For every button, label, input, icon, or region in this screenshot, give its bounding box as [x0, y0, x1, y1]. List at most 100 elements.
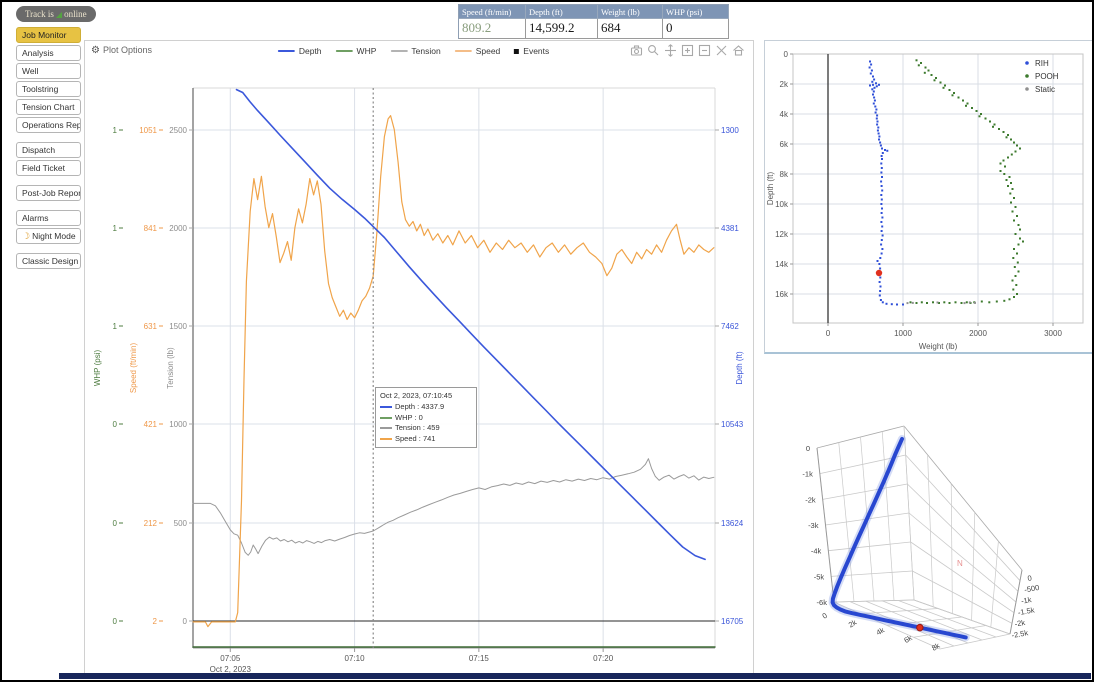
zoom-icon[interactable]	[647, 44, 660, 57]
scatter-legend-label-rih: RIH	[1035, 59, 1049, 68]
reset-axes-icon[interactable]	[732, 44, 745, 57]
tension-tick: 0	[183, 617, 188, 626]
x3d-tick: 4k	[875, 625, 887, 637]
scatter-x-tick: 3000	[1044, 329, 1062, 338]
scatter-series-pooh	[909, 59, 1024, 304]
x3d-tick: 8k	[930, 641, 942, 653]
scatter-y-tick: 8k	[780, 170, 789, 179]
wellpath-3d-chart[interactable]: N0-1k-2k-3k-4k-5k-6k02k4k6k8k0-500-1k-1.…	[764, 360, 1094, 672]
whp-tick: 0	[113, 519, 118, 528]
scatter-y-tick: 0	[784, 50, 789, 59]
sidebar-item-label: Post-Job Report	[22, 188, 81, 198]
sidebar-item-post-job-report[interactable]: Post-Job Report	[16, 185, 81, 201]
tension-axis-title: Tension (lb)	[166, 347, 175, 389]
legend-item-speed[interactable]: Speed	[454, 46, 501, 56]
whp-tick: 1	[113, 224, 118, 233]
chart-tooltip: Oct 2, 2023, 07:10:45 Depth : 4337.9 WHP …	[375, 387, 477, 448]
legend-label: Speed	[475, 46, 501, 56]
current-position-marker	[875, 269, 883, 277]
depth-tick: 7462	[721, 322, 739, 331]
pan-icon[interactable]	[664, 44, 677, 57]
y3d-tick: -500	[1024, 583, 1040, 594]
zoom-out-icon[interactable]	[698, 44, 711, 57]
weight-depth-panel: 0 2k 4k 6k 8k 10k 12k 14k 16k 0 1000 2000 3000 Weight…	[764, 40, 1093, 354]
time-chart-panel: ⚙ Plot Options Depth WHP Tension Speed Events…	[84, 40, 754, 674]
legend-item-depth[interactable]: Depth	[277, 46, 322, 56]
z-tick: -1k	[802, 470, 813, 479]
events-marker-icon	[514, 48, 520, 54]
y3d-tick: 0	[1027, 573, 1033, 583]
whp-tick: 0	[113, 617, 118, 626]
plot-options-button[interactable]: ⚙ Plot Options	[91, 45, 152, 56]
depth-tick: 13624	[721, 519, 744, 528]
sidebar-item-job-monitor[interactable]: Job Monitor	[16, 27, 81, 43]
sidebar-item-label: Well	[22, 66, 39, 76]
depth-tick: 10543	[721, 420, 744, 429]
tension-tick: 500	[174, 519, 188, 528]
tooltip-text: WHP : 0	[395, 412, 423, 422]
sidebar-item-toolstring[interactable]: Toolstring	[16, 81, 81, 97]
legend-item-tension[interactable]: Tension	[390, 46, 441, 56]
readout-value-whp-psi-: 0	[663, 19, 729, 39]
series-depth	[235, 88, 706, 561]
sidebar-nav: Job Monitor Analysis Well Toolstring Tension…	[16, 27, 81, 271]
legend-item-events[interactable]: Events	[514, 46, 549, 56]
x-date-label: Oct 2, 2023	[210, 665, 252, 674]
sidebar-item-well[interactable]: Well	[16, 63, 81, 79]
sidebar-item-label: Dispatch	[22, 145, 56, 155]
scatter-y-tick: 2k	[780, 80, 789, 89]
sidebar-item-dispatch[interactable]: Dispatch	[16, 142, 81, 158]
x-tick: 07:15	[469, 654, 490, 663]
readout-value-depth-ft-: 14,599.2	[526, 19, 598, 39]
tooltip-row-speed: Speed : 741	[380, 434, 472, 445]
whp-tick: 1	[113, 322, 118, 331]
sidebar-item-operations-report[interactable]: Operations Report	[16, 117, 81, 133]
sidebar-item-classic-design[interactable]: Classic Design	[16, 253, 81, 269]
readout-value-weight-lb-: 684	[598, 19, 663, 39]
scatter-series-rih	[868, 60, 904, 306]
sidebar-item-alarms[interactable]: Alarms	[16, 210, 81, 226]
legend-item-whp[interactable]: WHP	[335, 46, 377, 56]
legend-line-swatch	[277, 50, 295, 52]
tension-tick: 2500	[169, 126, 187, 135]
autoscale-icon[interactable]	[715, 44, 728, 57]
whp-tick: 0	[113, 420, 118, 429]
sidebar-item-label: Tension Chart	[22, 102, 75, 112]
sidebar-item-night-mode[interactable]: ☽ Night Mode	[16, 228, 81, 244]
wellpath-3d-area: N0-1k-2k-3k-4k-5k-6k02k4k6k8k0-500-1k-1.…	[802, 425, 1040, 653]
sidebar-item-analysis[interactable]: Analysis	[16, 45, 81, 61]
tooltip-row-tension: Tension : 459	[380, 423, 472, 434]
tooltip-text: Depth : 4337.9	[395, 402, 445, 411]
x3d-tick: 0	[821, 611, 829, 621]
whp-tick: 1	[113, 126, 118, 135]
camera-icon[interactable]	[630, 44, 643, 57]
x3d-tick: 6k	[902, 633, 914, 645]
gear-icon: ⚙	[91, 45, 100, 56]
speed-tick: 421	[144, 420, 158, 429]
status-badge-suffix: online	[64, 9, 87, 19]
tooltip-swatch	[380, 427, 392, 430]
sidebar-item-tension-chart[interactable]: Tension Chart	[16, 99, 81, 115]
sidebar-item-label: Analysis	[22, 48, 54, 58]
scatter-y-tick: 12k	[775, 230, 789, 239]
weight-depth-scatter-chart[interactable]: 0 2k 4k 6k 8k 10k 12k 14k 16k 0 1000 2000 3000 Weight…	[765, 41, 1093, 351]
depth-axis-title: Depth (ft)	[735, 351, 744, 385]
y3d-tick: -1.5k	[1017, 605, 1035, 617]
scatter-series-static	[906, 301, 976, 305]
scatter-plot-area: 0 2k 4k 6k 8k 10k 12k 14k 16k 0 1000 2000 3000 Weight…	[766, 50, 1084, 351]
y3d-tick: -2.5k	[1011, 628, 1029, 640]
scatter-legend[interactable]: RIH POOH Static	[1025, 59, 1059, 94]
wellpath-current-marker	[916, 623, 924, 632]
zoom-in-icon[interactable]	[681, 44, 694, 57]
sidebar-item-field-ticket[interactable]: Field Ticket	[16, 160, 81, 176]
speed-tick: 841	[144, 224, 158, 233]
depth-tick: 4381	[721, 224, 739, 233]
sidebar-item-label: Toolstring	[22, 84, 59, 94]
readout-header-depth-ft-: Depth (ft)	[526, 5, 598, 19]
z-tick: -3k	[808, 521, 819, 530]
tooltip-swatch	[380, 406, 392, 409]
legend-label: WHP	[356, 46, 377, 56]
z-tick: -6k	[817, 598, 828, 607]
